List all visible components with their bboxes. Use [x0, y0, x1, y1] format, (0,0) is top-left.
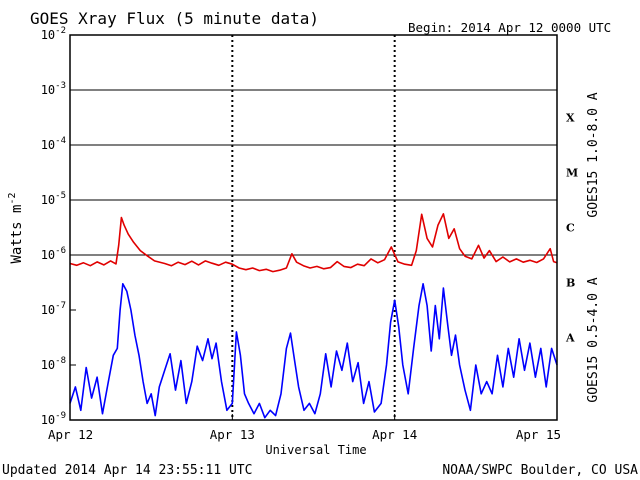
y-axis-label-base: Watts m	[9, 205, 25, 264]
y-axis-label-sup: -2	[7, 192, 18, 204]
y-tick-sup: -5	[55, 191, 66, 201]
y-tick-sup: -6	[55, 246, 66, 256]
footer-credit: NOAA/SWPC Boulder, CO USA	[442, 463, 638, 478]
y-tick-label: 10-4	[41, 136, 66, 152]
y-axis-label: Watts m-2	[7, 192, 25, 263]
y-tick-sup: -8	[55, 356, 66, 366]
x-tick-label: Apr 15	[516, 427, 561, 442]
y-tick-sup: -3	[55, 81, 66, 91]
x-axis-label: Universal Time	[265, 443, 366, 457]
x-tick-label: Apr 12	[48, 427, 93, 442]
y-tick-label: 10-6	[41, 246, 66, 262]
footer-updated: Updated 2014 Apr 14 23:55:11 UTC	[2, 463, 252, 478]
legend-goes15-short: GOES15 0.5-4.0 A	[586, 277, 601, 402]
y-tick-labels: 10-210-310-410-510-610-710-810-9	[41, 26, 76, 427]
y-tick-sup: -9	[55, 411, 66, 421]
y-tick-label: 10-3	[41, 81, 66, 97]
y-tick-base: 10	[41, 193, 55, 207]
y-tick-base: 10	[41, 303, 55, 317]
begin-label: Begin: 2014 Apr 12 0000 UTC	[408, 20, 611, 35]
y-tick-base: 10	[41, 358, 55, 372]
series-layer	[69, 213, 558, 419]
y-tick-base: 10	[41, 83, 55, 97]
y-tick-label: 10-2	[41, 26, 66, 42]
chart-title: GOES Xray Flux (5 minute data)	[30, 9, 319, 28]
grid	[70, 35, 557, 420]
y-tick-base: 10	[41, 413, 55, 427]
y-tick-label: 10-5	[41, 191, 66, 207]
x-tick-label: Apr 13	[210, 427, 255, 442]
y-tick-sup: -2	[55, 26, 66, 36]
flare-class-a: A	[565, 332, 575, 345]
y-tick-label: 10-7	[41, 301, 66, 317]
x-tick-label: Apr 14	[372, 427, 417, 442]
y-tick-label: 10-8	[41, 356, 66, 372]
flare-class-m: M	[566, 167, 578, 180]
y-tick-base: 10	[41, 248, 55, 262]
x-tick-labels: Apr 12 Apr 13 Apr 14 Apr 15	[48, 414, 561, 442]
flare-class-x: X	[566, 112, 575, 125]
series-goes15-long-line	[69, 213, 558, 273]
y-tick-label: 10-9	[41, 411, 66, 427]
series-goes15-short-line	[69, 283, 558, 419]
flare-class-c: C	[566, 222, 575, 235]
flare-class-b: B	[566, 277, 575, 290]
y-tick-base: 10	[41, 138, 55, 152]
flare-class-labels: X M C B A	[565, 112, 578, 345]
y-tick-base: 10	[41, 28, 55, 42]
legend-goes15-long: GOES15 1.0-8.0 A	[586, 92, 601, 217]
y-tick-sup: -7	[55, 301, 66, 311]
plot-frame	[69, 34, 558, 421]
y-tick-sup: -4	[55, 136, 66, 146]
